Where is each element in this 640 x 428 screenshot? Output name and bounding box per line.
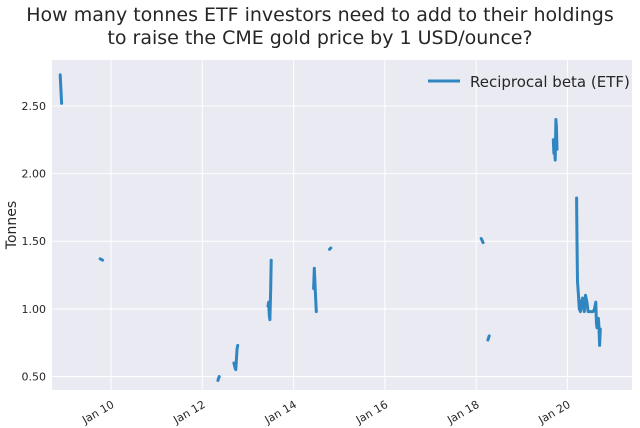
y-tick-label: 2.50 bbox=[22, 100, 47, 113]
x-tick-label: Jan 14 bbox=[262, 398, 299, 427]
series-line-segment bbox=[232, 343, 240, 372]
series-line-segment bbox=[58, 73, 64, 105]
chart-title-line-2: to raise the CME gold price by 1 USD/oun… bbox=[107, 27, 533, 49]
series-line-segment bbox=[551, 118, 559, 162]
y-tick-label: 0.50 bbox=[22, 370, 47, 383]
x-tick-label: Jan 18 bbox=[444, 398, 481, 427]
x-tick-label: Jan 16 bbox=[353, 398, 390, 427]
series-line-segment bbox=[575, 196, 602, 347]
legend-label: Reciprocal beta (ETF) bbox=[470, 73, 630, 91]
x-tick-label: Jan 10 bbox=[79, 398, 116, 427]
plot-background bbox=[52, 60, 632, 390]
series-line-segment bbox=[486, 334, 491, 342]
x-tick-label: Jan 20 bbox=[536, 398, 573, 427]
legend: Reciprocal beta (ETF) bbox=[428, 73, 630, 91]
x-tick-label: Jan 12 bbox=[170, 398, 207, 427]
chart-title-line-1: How many tonnes ETF investors need to ad… bbox=[26, 4, 614, 26]
series-line-segment bbox=[312, 266, 318, 314]
y-tick-label: 1.50 bbox=[22, 235, 47, 248]
series-line-segment bbox=[98, 257, 105, 262]
series-line-segment bbox=[479, 237, 485, 245]
y-axis-label: Tonnes bbox=[4, 201, 20, 250]
y-tick-label: 1.00 bbox=[22, 303, 47, 316]
series-line-segment bbox=[216, 375, 221, 382]
series-line-segment bbox=[328, 246, 333, 251]
y-tick-label: 2.00 bbox=[22, 168, 47, 181]
series-line-segment bbox=[266, 258, 273, 322]
